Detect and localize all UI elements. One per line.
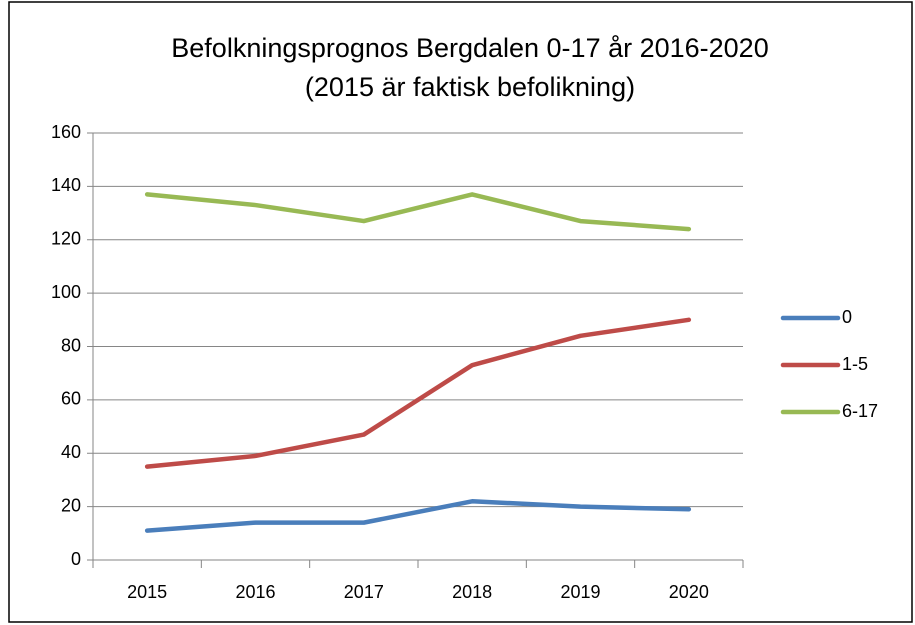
legend-label: 1-5: [842, 354, 868, 374]
line-series: [144, 317, 692, 469]
chart-border: [8, 1, 913, 623]
x-tick-label: 2019: [560, 582, 600, 602]
line-series: [144, 192, 692, 232]
x-tick-label: 2016: [235, 582, 275, 602]
x-tick-label: 2018: [452, 582, 492, 602]
legend-label: 0: [842, 307, 852, 327]
y-tick-label: 120: [51, 229, 81, 249]
chart-subtitle: (2015 är faktisk befolikning): [305, 72, 635, 102]
y-tick-label: 100: [51, 282, 81, 302]
legend-label: 6-17: [842, 401, 878, 421]
x-tick-label: 2015: [127, 582, 167, 602]
chart-title: Befolkningsprognos Bergdalen 0-17 år 201…: [171, 33, 768, 63]
y-tick-label: 20: [61, 495, 81, 515]
y-tick-label: 60: [61, 389, 81, 409]
line-series: [144, 499, 692, 533]
y-tick-label: 40: [61, 442, 81, 462]
x-tick-label: 2020: [669, 582, 709, 602]
x-tick-label: 2017: [344, 582, 384, 602]
y-tick-label: 0: [71, 549, 81, 569]
y-tick-label: 140: [51, 175, 81, 195]
y-tick-label: 160: [51, 122, 81, 142]
y-tick-label: 80: [61, 335, 81, 355]
